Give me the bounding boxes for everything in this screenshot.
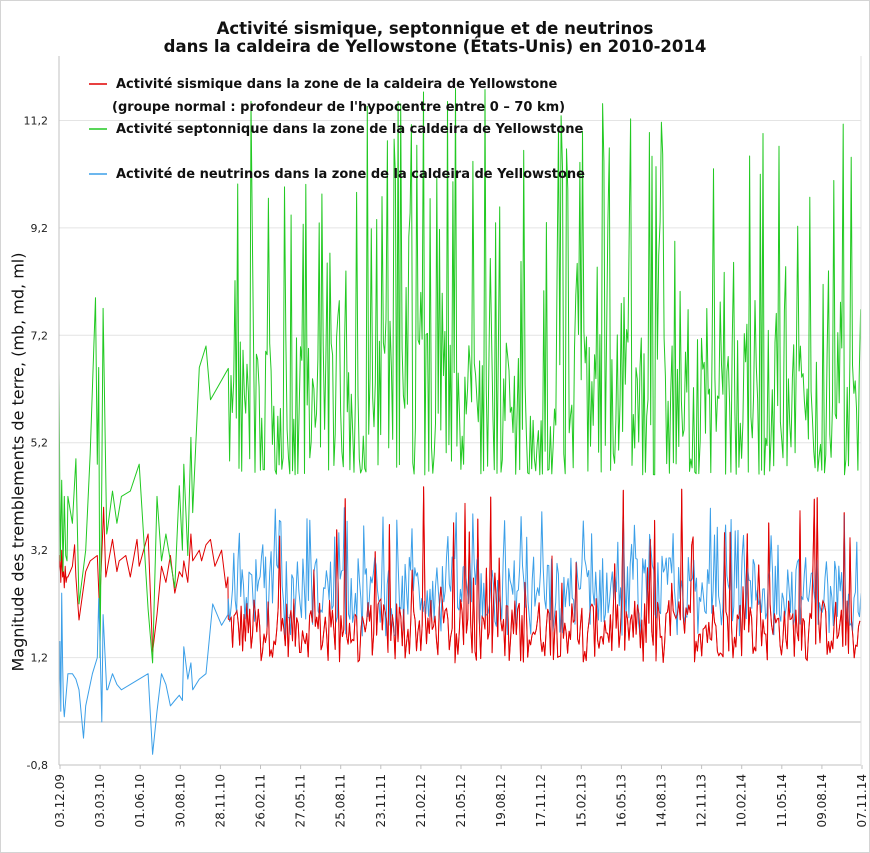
x-tick-label: 21.05.12: [454, 774, 468, 827]
x-tick-label: 19.08.12: [494, 774, 508, 827]
x-tick-label: 16.05.13: [614, 774, 628, 827]
y-tick-label: 3,2: [31, 544, 49, 557]
y-tick-label: -0,8: [27, 759, 48, 772]
x-tick-label: 14.08.13: [655, 774, 669, 827]
y-tick-label: 11,2: [24, 114, 49, 127]
y-tick-label: 5,2: [31, 437, 49, 450]
x-tick-label: 10.02.14: [735, 774, 749, 827]
y-tick-label: 1,2: [31, 652, 49, 665]
x-tick-label: 11.05.14: [775, 774, 789, 827]
x-tick-label: 28.11.10: [213, 774, 227, 827]
legend-entry-3: Activité septonnique dans la zone de la …: [116, 122, 584, 137]
x-tick-label: 17.11.12: [534, 774, 548, 827]
x-tick-label: 03.03.10: [93, 774, 107, 827]
series-line-2: [58, 87, 862, 664]
x-tick-label: 15.02.13: [574, 774, 588, 827]
x-tick-label: 03.12.09: [53, 774, 67, 827]
x-tick-label: 12.11.13: [695, 774, 709, 827]
x-tick-label: 09.08.14: [815, 774, 829, 827]
x-tick-label: 30.08.10: [173, 774, 187, 827]
series-line-1-overlay: [227, 486, 861, 663]
x-tick-label: 21.02.12: [414, 774, 428, 827]
x-tick-label: 25.08.11: [334, 774, 348, 827]
x-tick-label: 07.11.14: [855, 774, 869, 827]
y-tick-label: 7,2: [31, 329, 49, 342]
x-tick-label: 26.02.11: [254, 774, 268, 827]
y-tick-label: 9,2: [31, 222, 49, 235]
chart-subtitle: dans la caldeira de Yellowstone (États-U…: [163, 37, 707, 56]
series-line-3: [58, 507, 862, 755]
legend-entry-4: Activité de neutrinos dans la zone de la…: [116, 167, 585, 182]
legend-entry-1: Activité sismique dans la zone de la cal…: [116, 77, 558, 92]
x-tick-label: 23.11.11: [374, 774, 388, 827]
chart-title: Activité sismique, septonnique et de neu…: [216, 19, 654, 38]
x-tick-label: 01.06.10: [133, 774, 147, 827]
legend-entry-2: (groupe normal : profondeur de l'hypocen…: [112, 100, 565, 115]
x-tick-label: 27.05.11: [294, 774, 308, 827]
